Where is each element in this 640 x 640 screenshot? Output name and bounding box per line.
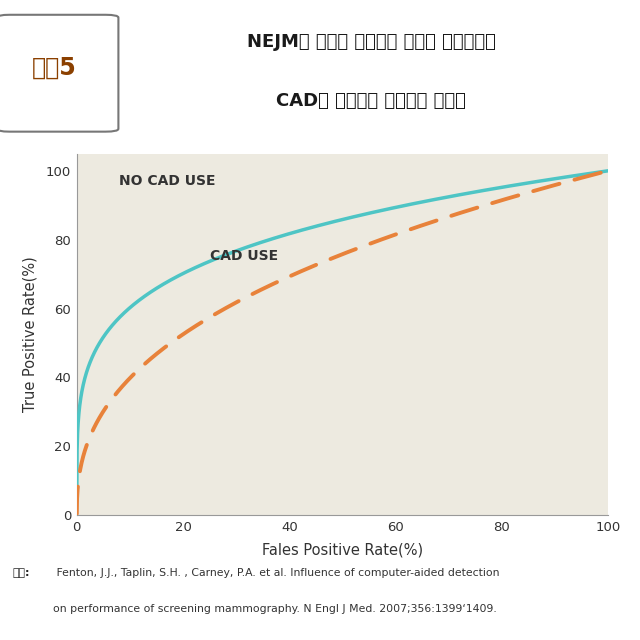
X-axis label: Fales Positive Rate(%): Fales Positive Rate(%): [262, 542, 423, 557]
Text: on performance of screening mammography. N Engl J Med. 2007;356:1399‘1409.: on performance of screening mammography.…: [52, 604, 497, 614]
Text: 그림5: 그림5: [32, 56, 77, 79]
Text: NO CAD USE: NO CAD USE: [119, 173, 216, 188]
Text: NEJM에 게재된 논문에서 발췌한 유방촬영술: NEJM에 게재된 논문에서 발췌한 유방촬영술: [247, 33, 495, 51]
FancyBboxPatch shape: [0, 15, 118, 132]
Text: 출처:: 출처:: [13, 568, 30, 579]
Text: CAD의 부작용을 보여주는 그래프: CAD의 부작용을 보여주는 그래프: [276, 92, 466, 110]
Text: Fenton, J.J., Taplin, S.H. , Carney, P.A. et al. Influence of computer-aided det: Fenton, J.J., Taplin, S.H. , Carney, P.A…: [52, 568, 499, 579]
Text: CAD USE: CAD USE: [210, 250, 278, 263]
Y-axis label: True Positive Rate(%): True Positive Rate(%): [22, 257, 38, 412]
